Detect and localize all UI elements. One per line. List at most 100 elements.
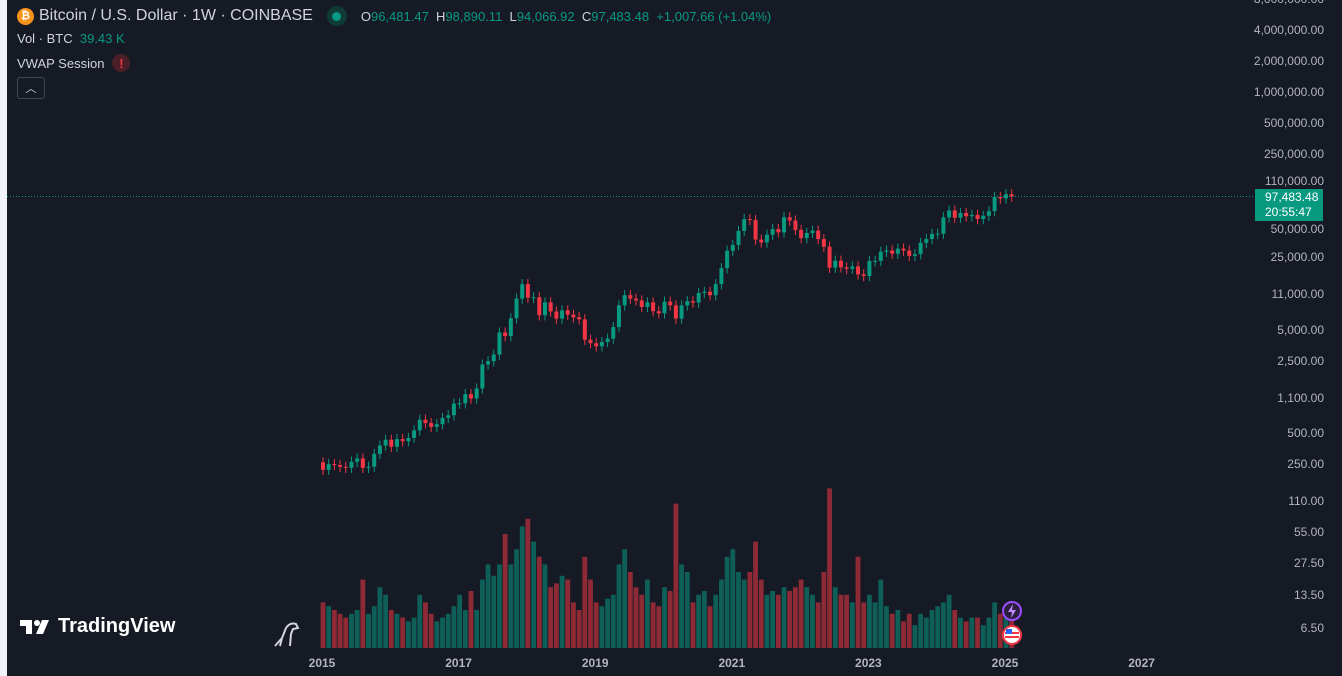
market-status-icon[interactable] [326, 6, 347, 26]
tradingview-logo-icon [20, 619, 49, 634]
vwap-legend[interactable]: VWAP Session ! [17, 54, 131, 72]
candle-body [548, 302, 553, 312]
volume-bar [884, 606, 889, 648]
volume-bar [923, 617, 929, 648]
volume-bar [377, 587, 383, 648]
volume-bar [940, 602, 946, 648]
y-tick-label: 50,000.00 [1270, 222, 1324, 236]
volume-bar [320, 602, 326, 648]
candle-body [958, 212, 963, 218]
candle-body [833, 260, 838, 268]
candle-body [594, 343, 599, 347]
candle-body [850, 266, 855, 269]
symbol-title[interactable]: Bitcoin / U.S. Dollar · 1W · COINBASE [39, 7, 313, 24]
candle-body [793, 220, 798, 230]
high-label: H [436, 8, 446, 24]
candle-body [821, 239, 826, 247]
warning-icon[interactable]: ! [112, 54, 131, 72]
candle-body [941, 217, 946, 234]
volume-bar [428, 613, 434, 648]
candle-body [343, 466, 348, 468]
candle-body [400, 439, 405, 442]
lightning-icon[interactable] [1001, 600, 1023, 622]
candle-body [690, 301, 695, 303]
x-tick-label: 2027 [1128, 656, 1155, 670]
candle-body [930, 233, 935, 240]
y-tick-label: 5,000.00 [1277, 322, 1324, 337]
volume-bar [997, 613, 1003, 648]
x-tick-label: 2025 [991, 656, 1019, 670]
candle-body [497, 332, 502, 355]
volume-bar [371, 606, 377, 648]
candle-body [907, 250, 912, 256]
volume-bar [764, 594, 770, 648]
volume-bar [707, 606, 713, 648]
volume-bar [485, 564, 491, 648]
symbol-legend[interactable]: ₿ Bitcoin / U.S. Dollar · 1W · COINBASE … [17, 6, 771, 26]
candle-body [992, 196, 997, 212]
candle-body [975, 214, 980, 220]
candle-body [451, 403, 456, 416]
y-tick-label: 25,000.00 [1270, 250, 1324, 265]
candle-body [719, 268, 724, 285]
y-tick-label: 13.50 [1293, 588, 1324, 603]
candle-body [725, 250, 730, 269]
volume-bar [889, 613, 895, 648]
candle-body [810, 230, 815, 233]
candle-body [537, 297, 542, 316]
volume-bar [553, 583, 559, 648]
candle-body [582, 319, 587, 340]
volume-bar [667, 591, 673, 648]
candle-body [531, 297, 536, 299]
candle-body [764, 234, 769, 243]
candle-body [804, 232, 809, 239]
volume-bar [690, 602, 696, 648]
y-tick-label: 110.00 [1288, 493, 1324, 508]
y-tick-label: 250,000.00 [1263, 147, 1324, 162]
candle-body [571, 314, 576, 318]
volume-bar [548, 587, 554, 648]
volume-bar [656, 606, 662, 648]
volume-bar [758, 579, 764, 648]
us-flag-icon[interactable] [1001, 624, 1023, 646]
volume-bar [457, 594, 462, 648]
candle-body [787, 217, 792, 221]
candle-body [656, 311, 661, 314]
candle-body [520, 284, 525, 299]
y-tick-label: 500,000.00 [1263, 116, 1324, 131]
candle-body [662, 301, 667, 314]
candle-body [434, 424, 439, 427]
candle-body [406, 437, 411, 442]
candle-body [514, 298, 519, 319]
volume-bar [411, 617, 417, 648]
volume-bar [713, 594, 719, 648]
candle-body [679, 305, 684, 319]
volume-bar [440, 617, 445, 648]
last-price-tag: 97,483.48 20:55:47 [1255, 189, 1323, 221]
dinosaur-icon[interactable] [272, 620, 302, 648]
candle-body [645, 302, 650, 307]
volume-bar [331, 610, 337, 648]
candle-body [799, 229, 804, 239]
candle-body [924, 239, 929, 243]
volume-legend[interactable]: Vol · BTC 39.43 K [17, 31, 125, 46]
volume-bar [337, 613, 343, 648]
bitcoin-icon: ₿ [17, 7, 34, 25]
collapse-legend-button[interactable]: ︿ [17, 77, 45, 99]
candle-body [753, 219, 758, 240]
low-label: L [509, 8, 517, 24]
candle-body [890, 250, 895, 254]
change-value: +1,007.66 (+1.04%) [656, 8, 772, 24]
volume-bar [423, 602, 428, 648]
candle-body [383, 439, 388, 446]
candle-body [338, 464, 343, 467]
volume-bar [798, 579, 804, 648]
volume-bar [451, 606, 457, 648]
volume-bar [519, 526, 525, 648]
tradingview-logo[interactable]: TradingView [20, 615, 175, 638]
candle-body [736, 230, 741, 245]
volume-bar [571, 602, 576, 648]
volume-bar [935, 606, 941, 648]
